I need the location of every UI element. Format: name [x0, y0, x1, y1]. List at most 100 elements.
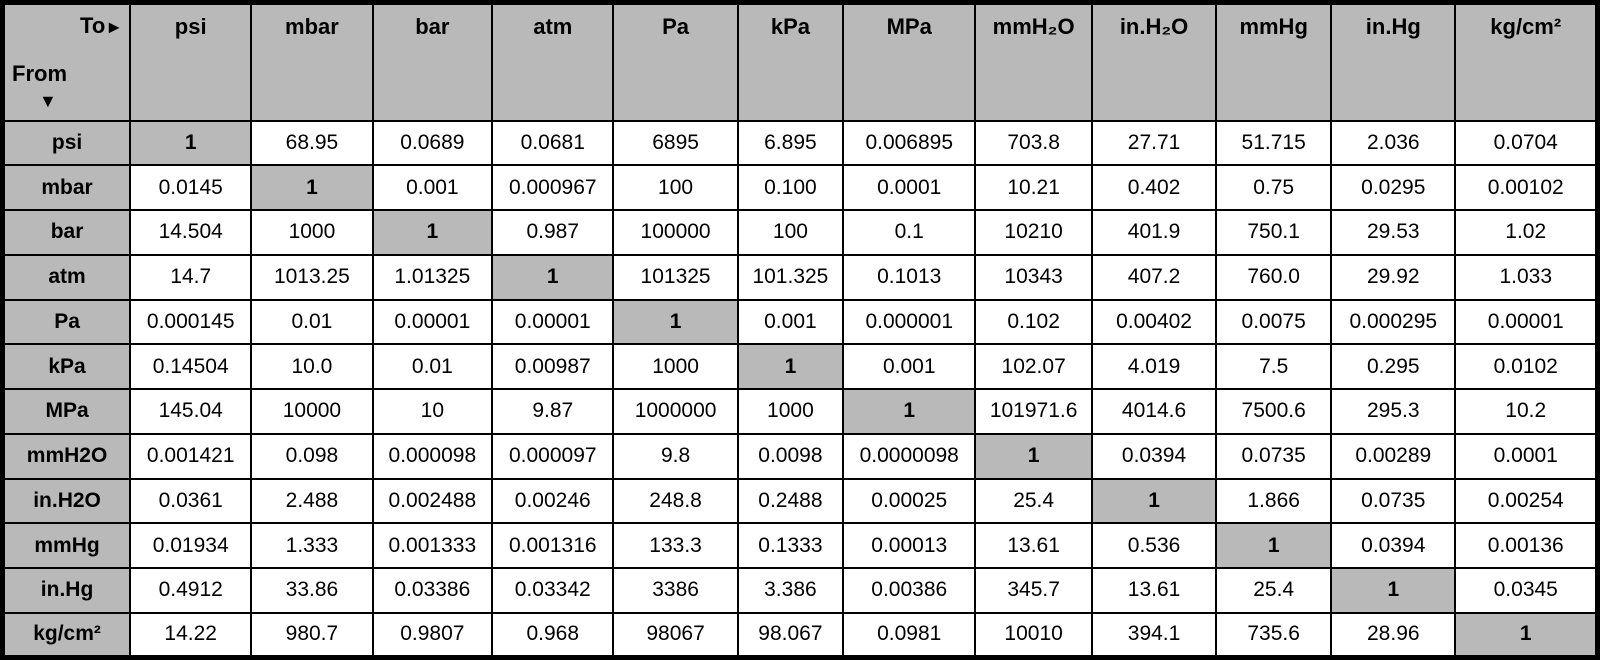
column-header-kpa: kPa	[736, 1, 845, 122]
conversion-cell-kpa-to-mpa: 0.001	[842, 343, 977, 390]
conversion-cell-pa-to-pa: 1	[612, 298, 739, 346]
conversion-cell-mbar-to-pa: 100	[612, 164, 739, 211]
conversion-cell-bar-to-bar: 1	[371, 209, 494, 256]
conversion-cell-bar-to-kg-cm: 1.02	[1454, 209, 1599, 256]
conversion-cell-atm-to-kg-cm: 1.033	[1454, 253, 1599, 301]
conversion-cell-mpa-to-in-h-o: 4014.6	[1090, 388, 1218, 435]
row-header-bar: bar	[1, 209, 132, 256]
conversion-cell-mmhg-to-in-hg: 0.0394	[1330, 522, 1457, 569]
table-row-in-h2o: in.H2O 0.0361 2.488 0.002488 0.00246 248.8 0.2…	[1, 477, 1599, 525]
table-row-mmh2o: mmH2O 0.001421 0.098 0.000098 0.000097 9.8 0.0…	[1, 432, 1599, 480]
conversion-cell-bar-to-mbar: 1000	[250, 209, 374, 256]
conversion-cell-pa-to-in-hg: 0.000295	[1330, 298, 1457, 346]
conversion-cell-mmh2o-to-pa: 9.8	[612, 432, 739, 480]
conversion-cell-mbar-to-kg-cm: 0.00102	[1454, 164, 1599, 211]
conversion-cell-kpa-to-mmh-o: 102.07	[974, 343, 1093, 390]
column-header-in-hg: in.Hg	[1330, 1, 1457, 122]
row-header-atm: atm	[1, 253, 132, 301]
conversion-cell-mmhg-to-mbar: 1.333	[250, 522, 374, 569]
conversion-cell-mmh2o-to-psi: 0.001421	[129, 432, 253, 480]
conversion-cell-mmhg-to-kg-cm: 0.00136	[1454, 522, 1599, 569]
conversion-cell-kpa-to-bar: 0.01	[371, 343, 494, 390]
conversion-cell-mbar-to-atm: 0.000967	[491, 164, 615, 211]
conversion-cell-kpa-to-atm: 0.00987	[491, 343, 615, 390]
column-header-mpa: MPa	[842, 1, 977, 122]
row-header-mmh2o: mmH2O	[1, 432, 132, 480]
conversion-cell-in-h2o-to-psi: 0.0361	[129, 477, 253, 525]
corner-cell: To► From ▼	[1, 1, 132, 122]
conversion-cell-bar-to-atm: 0.987	[491, 209, 615, 256]
conversion-cell-bar-to-in-hg: 29.53	[1330, 209, 1457, 256]
conversion-cell-in-hg-to-kpa: 3.386	[736, 567, 845, 614]
conversion-cell-kg-cm-to-kpa: 98.067	[736, 611, 845, 659]
conversion-cell-psi-to-kg-cm: 0.0704	[1454, 119, 1599, 167]
from-label: From	[12, 61, 67, 86]
conversion-cell-in-hg-to-mbar: 33.86	[250, 567, 374, 614]
conversion-cell-mmh2o-to-mpa: 0.0000098	[842, 432, 977, 480]
conversion-cell-atm-to-mbar: 1013.25	[250, 253, 374, 301]
conversion-cell-in-h2o-to-kg-cm: 0.00254	[1454, 477, 1599, 525]
row-header-pa: Pa	[1, 298, 132, 346]
conversion-cell-mpa-to-psi: 145.04	[129, 388, 253, 435]
conversion-cell-mpa-to-in-hg: 295.3	[1330, 388, 1457, 435]
column-header-bar: bar	[371, 1, 494, 122]
conversion-cell-kpa-to-kpa: 1	[736, 343, 845, 390]
to-label: To►	[80, 13, 124, 38]
conversion-cell-kg-cm-to-mbar: 980.7	[250, 611, 374, 659]
conversion-cell-pa-to-mpa: 0.000001	[842, 298, 977, 346]
conversion-cell-pa-to-atm: 0.00001	[491, 298, 615, 346]
conversion-cell-atm-to-mmh-o: 10343	[974, 253, 1093, 301]
conversion-cell-in-h2o-to-atm: 0.00246	[491, 477, 615, 525]
conversion-cell-in-h2o-to-in-h-o: 1	[1090, 477, 1218, 525]
conversion-cell-kg-cm-to-in-hg: 28.96	[1330, 611, 1457, 659]
conversion-cell-mbar-to-in-h-o: 0.402	[1090, 164, 1218, 211]
conversion-cell-mpa-to-mmh-o: 101971.6	[974, 388, 1093, 435]
conversion-cell-mbar-to-mpa: 0.0001	[842, 164, 977, 211]
conversion-cell-psi-to-in-hg: 2.036	[1330, 119, 1457, 167]
conversion-cell-in-hg-to-mpa: 0.00386	[842, 567, 977, 614]
conversion-cell-in-hg-to-pa: 3386	[612, 567, 739, 614]
conversion-cell-mbar-to-in-hg: 0.0295	[1330, 164, 1457, 211]
table-row-kpa: kPa 0.14504 10.0 0.01 0.00987 1000 1 0.001 102.0…	[1, 343, 1599, 390]
column-header-mmhg: mmHg	[1215, 1, 1333, 122]
conversion-cell-psi-to-pa: 6895	[612, 119, 739, 167]
conversion-cell-psi-to-mmh-o: 703.8	[974, 119, 1093, 167]
conversion-cell-mbar-to-mbar: 1	[250, 164, 374, 211]
conversion-cell-bar-to-mmhg: 750.1	[1215, 209, 1333, 256]
conversion-cell-mmh2o-to-kpa: 0.0098	[736, 432, 845, 480]
conversion-cell-mbar-to-psi: 0.0145	[129, 164, 253, 211]
header-row: To► From ▼ psi mbar bar atm Pa kPa MPa mmH₂O in.…	[1, 1, 1599, 122]
conversion-cell-kg-cm-to-psi: 14.22	[129, 611, 253, 659]
row-header-mbar: mbar	[1, 164, 132, 211]
conversion-cell-atm-to-mmhg: 760.0	[1215, 253, 1333, 301]
conversion-cell-kpa-to-psi: 0.14504	[129, 343, 253, 390]
row-header-in-h2o: in.H2O	[1, 477, 132, 525]
column-header-pa: Pa	[612, 1, 739, 122]
conversion-cell-mmhg-to-pa: 133.3	[612, 522, 739, 569]
conversion-cell-in-h2o-to-mmh-o: 25.4	[974, 477, 1093, 525]
conversion-cell-psi-to-bar: 0.0689	[371, 119, 494, 167]
conversion-cell-bar-to-psi: 14.504	[129, 209, 253, 256]
conversion-cell-kg-cm-to-pa: 98067	[612, 611, 739, 659]
table-row-mpa: MPa 145.04 10000 10 9.87 1000000 1000 1 101971.6…	[1, 388, 1599, 435]
table-row-kg-cm: kg/cm² 14.22 980.7 0.9807 0.968 98067 98.067 0.…	[1, 611, 1599, 659]
conversion-cell-kpa-to-mbar: 10.0	[250, 343, 374, 390]
column-header-atm: atm	[491, 1, 615, 122]
conversion-cell-in-h2o-to-mmhg: 1.866	[1215, 477, 1333, 525]
conversion-cell-mmh2o-to-atm: 0.000097	[491, 432, 615, 480]
row-header-kpa: kPa	[1, 343, 132, 390]
conversion-cell-in-h2o-to-pa: 248.8	[612, 477, 739, 525]
conversion-cell-mmhg-to-mmhg: 1	[1215, 522, 1333, 569]
conversion-cell-mmh2o-to-in-h-o: 0.0394	[1090, 432, 1218, 480]
conversion-cell-mmhg-to-mpa: 0.00013	[842, 522, 977, 569]
conversion-cell-in-hg-to-mmhg: 25.4	[1215, 567, 1333, 614]
conversion-cell-mbar-to-bar: 0.001	[371, 164, 494, 211]
conversion-cell-kg-cm-to-atm: 0.968	[491, 611, 615, 659]
row-header-psi: psi	[1, 119, 132, 167]
table-body: psi 1 68.95 0.0689 0.0681 6895 6.895 0.006895 70…	[1, 119, 1599, 659]
conversion-cell-mmhg-to-atm: 0.001316	[491, 522, 615, 569]
conversion-cell-kpa-to-kg-cm: 0.0102	[1454, 343, 1599, 390]
conversion-cell-in-hg-to-in-h-o: 13.61	[1090, 567, 1218, 614]
